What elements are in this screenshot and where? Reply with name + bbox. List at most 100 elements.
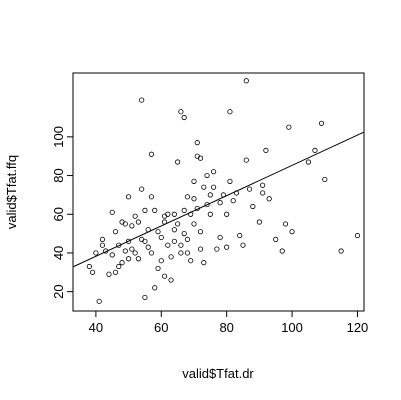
data-point <box>207 211 213 217</box>
data-point <box>116 242 122 248</box>
data-point <box>191 178 197 184</box>
data-point <box>135 219 141 225</box>
data-point <box>125 238 132 244</box>
data-point <box>99 242 106 248</box>
data-point <box>99 236 106 243</box>
x-tick-label: 80 <box>219 320 233 335</box>
data-point <box>181 207 187 213</box>
data-point <box>240 242 246 248</box>
data-point <box>96 298 102 304</box>
data-point <box>279 248 285 254</box>
data-point <box>122 248 128 254</box>
data-point <box>178 109 184 115</box>
data-point <box>148 250 155 256</box>
y-tick-label: 80 <box>51 168 66 182</box>
data-point <box>112 269 119 275</box>
data-point <box>139 186 145 192</box>
data-point <box>204 172 210 179</box>
data-point <box>188 258 194 264</box>
data-point <box>155 229 161 235</box>
data-point <box>145 244 151 250</box>
data-point <box>201 260 207 266</box>
data-point <box>135 256 141 262</box>
data-point <box>175 221 181 227</box>
data-point <box>322 176 328 183</box>
data-point <box>197 246 204 252</box>
y-tick-label: 60 <box>51 207 66 221</box>
plot-box <box>72 72 365 312</box>
x-tick-label: 40 <box>89 320 103 335</box>
data-point <box>181 114 187 121</box>
data-point <box>246 186 253 192</box>
data-point <box>139 97 145 103</box>
x-tick-label: 120 <box>347 320 369 335</box>
data-point <box>217 200 223 206</box>
data-point <box>161 273 168 279</box>
data-point <box>165 242 171 248</box>
data-point <box>305 159 312 165</box>
y-axis-title: valid$Tfat.ffq <box>4 155 19 229</box>
data-point <box>178 250 184 256</box>
data-point <box>194 140 200 146</box>
regression-line <box>72 131 365 268</box>
data-point <box>194 153 200 159</box>
data-point <box>191 196 197 202</box>
data-point <box>112 229 119 235</box>
data-point <box>184 236 191 243</box>
data-point <box>260 182 266 188</box>
data-point <box>142 207 148 213</box>
y-tick-label: 40 <box>51 246 66 260</box>
data-point <box>93 250 99 256</box>
data-point <box>109 252 115 258</box>
data-point <box>227 109 233 115</box>
data-point <box>286 124 292 130</box>
data-point <box>171 227 177 233</box>
data-point <box>243 78 249 84</box>
data-point <box>318 120 325 126</box>
y-tick-label: 100 <box>51 126 66 148</box>
data-point <box>86 263 92 270</box>
data-point <box>175 159 181 165</box>
data-point <box>354 232 361 239</box>
data-point <box>152 207 158 213</box>
data-point <box>142 294 148 301</box>
data-point <box>142 238 148 244</box>
data-point <box>122 221 128 227</box>
data-point <box>171 211 177 217</box>
y-axis: 20 40 60 80 100 <box>51 126 73 299</box>
data-point <box>338 248 344 254</box>
data-point <box>282 221 289 227</box>
data-point <box>204 201 210 208</box>
x-axis: 40 60 80 100 120 <box>89 311 369 335</box>
data-point <box>184 194 191 200</box>
data-point <box>214 246 220 252</box>
y-tick-label: 20 <box>51 284 66 298</box>
x-axis-title: valid$Tfat.dr <box>182 366 254 381</box>
data-point <box>230 198 236 204</box>
data-point <box>224 244 230 250</box>
data-point <box>125 256 132 262</box>
data-point <box>237 232 243 239</box>
data-point <box>207 192 213 198</box>
data-point <box>178 242 184 248</box>
data-point <box>243 157 249 163</box>
data-point <box>289 229 295 235</box>
data-point <box>109 209 115 215</box>
data-point <box>260 190 266 196</box>
data-point <box>119 260 125 266</box>
data-point <box>191 221 197 227</box>
data-point <box>132 213 138 219</box>
data-point <box>210 169 217 175</box>
data-point <box>158 258 164 264</box>
x-tick-label: 60 <box>154 320 168 335</box>
data-point <box>152 285 158 291</box>
data-point <box>106 271 112 277</box>
data-point <box>256 219 262 225</box>
data-point <box>217 234 223 241</box>
data-point <box>224 211 230 217</box>
data-point <box>161 213 168 219</box>
data-point <box>227 178 233 184</box>
data-point <box>158 234 164 241</box>
data-point <box>148 194 155 200</box>
data-point <box>129 223 135 229</box>
